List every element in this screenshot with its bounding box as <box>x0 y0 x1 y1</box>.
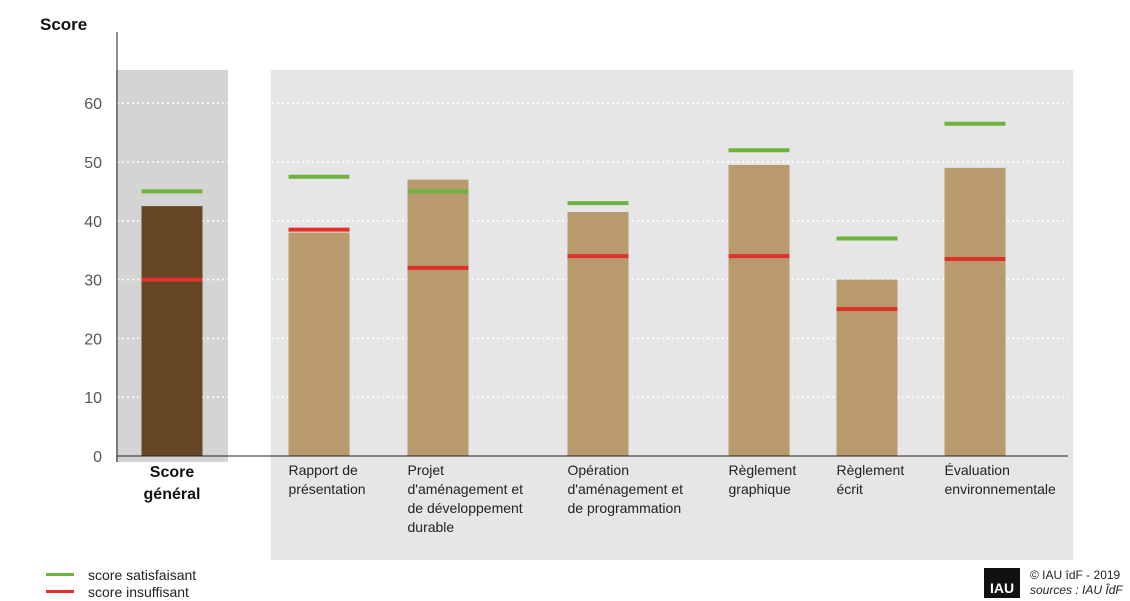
legend-swatch-green <box>46 573 74 576</box>
copyright: © IAU îdF - 2019 <box>1030 568 1121 582</box>
bar <box>141 206 203 456</box>
legend-swatch-red <box>46 590 74 593</box>
credit: IAU © IAU îdF - 2019 sources : IAU ÎdF <box>984 568 1123 598</box>
panel-detail <box>271 70 1073 560</box>
y-tick-label: 30 <box>84 273 102 290</box>
legend-label: score insuffisant <box>88 583 189 600</box>
bar <box>407 179 469 456</box>
category-label: présentation <box>289 481 366 497</box>
category-labels: Score général Rapport de présentation Projet… <box>144 462 1056 535</box>
y-tick-label: 10 <box>84 390 102 407</box>
category-label: Rapport de <box>289 462 358 478</box>
y-tick-label: 20 <box>84 331 102 348</box>
bar <box>567 211 629 456</box>
y-tick-label: 50 <box>84 155 102 172</box>
category-label: graphique <box>729 481 791 497</box>
category-label: d'aménagement et <box>568 481 684 497</box>
category-label: Règlement <box>837 462 905 478</box>
bar <box>836 279 898 456</box>
category-label: Projet <box>408 462 445 478</box>
y-tick-label: 60 <box>84 96 102 113</box>
legend-label: score satisfaisant <box>88 566 197 583</box>
category-label: Règlement <box>729 462 797 478</box>
legend-item-insuffisant: score insuffisant <box>46 583 196 600</box>
category-label: environnementale <box>945 481 1057 497</box>
category-label: général <box>144 486 201 503</box>
y-tick-label: 40 <box>84 214 102 231</box>
y-tick-labels: 0 10 20 30 40 50 60 <box>84 96 102 466</box>
credit-text: © IAU îdF - 2019 sources : IAU ÎdF <box>1030 568 1123 598</box>
bar <box>728 164 790 456</box>
bar-chart: Score 0 10 20 30 40 50 60 Score général Rapport … <box>40 15 1073 560</box>
y-axis-title: Score <box>40 15 87 34</box>
legend: score satisfaisant score insuffisant <box>46 566 196 600</box>
sources: sources : IAU ÎdF <box>1030 583 1123 597</box>
score-markers <box>141 121 1006 311</box>
category-label: d'aménagement et <box>408 481 524 497</box>
category-label: écrit <box>837 481 864 497</box>
y-tick-label: 0 <box>93 449 102 466</box>
iau-logo: IAU <box>984 568 1020 598</box>
legend-item-satisfaisant: score satisfaisant <box>46 566 196 583</box>
category-label: Opération <box>568 462 629 478</box>
bar <box>944 167 1006 456</box>
bars <box>141 164 1006 456</box>
category-label: Évaluation <box>945 462 1010 478</box>
category-label: de développement <box>408 500 523 516</box>
category-label: de programmation <box>568 500 682 516</box>
category-label: Score <box>150 464 195 481</box>
bar <box>288 232 350 456</box>
category-label: durable <box>408 519 455 535</box>
